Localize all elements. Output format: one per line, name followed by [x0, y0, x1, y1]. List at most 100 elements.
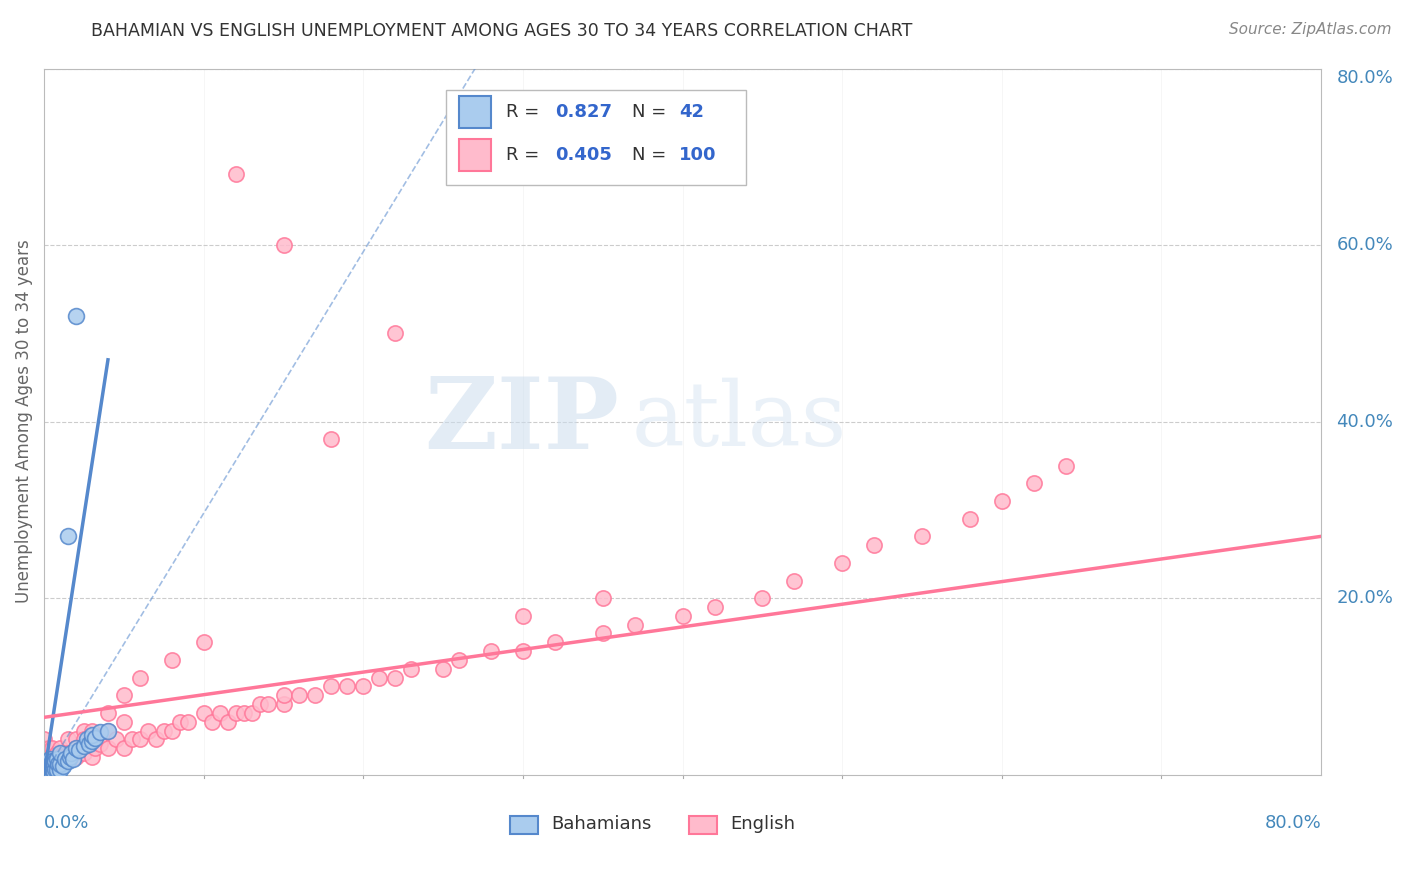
Point — [399, 662, 422, 676]
Point — [76, 732, 98, 747]
Point — [273, 688, 295, 702]
Point — [208, 706, 231, 720]
Point — [991, 494, 1014, 508]
Point — [217, 714, 239, 729]
Point — [37, 750, 59, 764]
Text: 0.827: 0.827 — [555, 103, 612, 121]
Point — [42, 750, 65, 764]
Point — [193, 706, 215, 720]
Point — [45, 752, 67, 766]
Point — [153, 723, 176, 738]
Point — [32, 764, 55, 778]
Text: 80.0%: 80.0% — [1336, 69, 1393, 87]
Point — [121, 732, 143, 747]
Point — [273, 238, 295, 252]
Text: atlas: atlas — [631, 378, 846, 466]
Point — [112, 688, 135, 702]
Point — [32, 768, 55, 782]
Point — [288, 688, 311, 702]
Point — [80, 723, 103, 738]
Text: Source: ZipAtlas.com: Source: ZipAtlas.com — [1229, 22, 1392, 37]
Point — [62, 752, 84, 766]
Text: Bahamians: Bahamians — [551, 815, 651, 833]
Point — [49, 741, 72, 756]
Point — [273, 697, 295, 711]
Point — [56, 755, 79, 769]
Point — [321, 680, 343, 694]
Point — [56, 750, 79, 764]
Point — [544, 635, 567, 649]
Point — [41, 766, 63, 780]
Text: 80.0%: 80.0% — [1264, 814, 1322, 831]
Point — [73, 723, 96, 738]
Text: 40.0%: 40.0% — [1336, 413, 1393, 431]
Text: BAHAMIAN VS ENGLISH UNEMPLOYMENT AMONG AGES 30 TO 34 YEARS CORRELATION CHART: BAHAMIAN VS ENGLISH UNEMPLOYMENT AMONG A… — [91, 22, 912, 40]
Point — [304, 688, 326, 702]
Text: N =: N = — [631, 103, 672, 121]
Point — [80, 728, 103, 742]
Point — [368, 671, 391, 685]
Text: R =: R = — [506, 146, 546, 164]
Point — [38, 759, 60, 773]
Point — [48, 757, 70, 772]
Point — [89, 737, 111, 751]
Point — [1022, 476, 1045, 491]
Point — [321, 432, 343, 446]
Point — [32, 750, 55, 764]
Point — [42, 757, 65, 772]
Point — [169, 714, 191, 729]
Bar — [460, 139, 491, 170]
Point — [751, 591, 773, 606]
Point — [160, 723, 183, 738]
Point — [41, 759, 63, 773]
Point — [592, 626, 614, 640]
Point — [65, 741, 87, 756]
Point — [49, 757, 72, 772]
Point — [41, 762, 63, 776]
Text: 0.405: 0.405 — [555, 146, 612, 164]
Text: 60.0%: 60.0% — [1336, 236, 1393, 254]
Point — [56, 732, 79, 747]
Text: 0.0%: 0.0% — [44, 814, 90, 831]
Point — [38, 741, 60, 756]
Point — [104, 732, 127, 747]
Y-axis label: Unemployment Among Ages 30 to 34 years: Unemployment Among Ages 30 to 34 years — [15, 240, 32, 604]
Point — [97, 723, 120, 738]
Point — [32, 732, 55, 747]
Point — [56, 529, 79, 543]
Point — [65, 741, 87, 756]
Point — [97, 723, 120, 738]
Point — [56, 746, 79, 760]
Text: 100: 100 — [679, 146, 716, 164]
Point — [65, 732, 87, 747]
Point — [256, 697, 278, 711]
Point — [62, 746, 84, 760]
Point — [89, 725, 111, 739]
Point — [49, 746, 72, 760]
Point — [112, 741, 135, 756]
Point — [38, 759, 60, 773]
Text: N =: N = — [631, 146, 672, 164]
Point — [1054, 458, 1077, 473]
Text: English: English — [730, 815, 794, 833]
Point — [41, 741, 63, 756]
Point — [39, 752, 62, 766]
Point — [97, 706, 120, 720]
Text: 42: 42 — [679, 103, 704, 121]
Point — [32, 759, 55, 773]
Point — [37, 761, 59, 775]
Point — [831, 556, 853, 570]
Point — [59, 750, 82, 764]
Point — [911, 529, 934, 543]
Point — [112, 714, 135, 729]
Point — [177, 714, 200, 729]
Point — [193, 635, 215, 649]
Point — [592, 591, 614, 606]
Point — [67, 741, 90, 756]
Bar — [460, 96, 491, 128]
Point — [73, 746, 96, 760]
Point — [77, 737, 100, 751]
Point — [38, 761, 60, 775]
Point — [39, 750, 62, 764]
Point — [240, 706, 263, 720]
